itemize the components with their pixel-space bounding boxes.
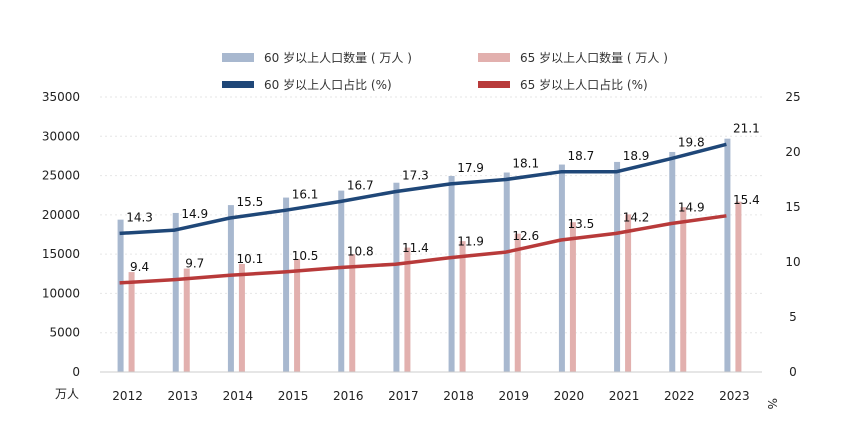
bar: [338, 190, 345, 372]
data-label: 18.7: [568, 149, 595, 163]
legend-label: 65 岁以上人口占比 (%): [520, 77, 648, 92]
x-tick-label: 2013: [167, 389, 198, 403]
legend-label: 65 岁以上人口数量 ( 万人 ): [520, 50, 668, 65]
bar: [735, 201, 742, 372]
x-tick-label: 2018: [443, 389, 474, 403]
bar: [393, 182, 400, 372]
legend-swatch: [478, 53, 510, 62]
legend-label: 60 岁以上人口占比 (%): [264, 77, 392, 92]
bar: [183, 268, 190, 372]
bar: [294, 258, 301, 372]
y-left-tick-label: 20000: [42, 208, 80, 222]
y-right-tick-label: 15: [785, 200, 800, 214]
data-label: 10.5: [292, 249, 319, 263]
data-label: 12.6: [512, 229, 539, 243]
legend-swatch: [478, 81, 510, 88]
x-tick-label: 2022: [664, 389, 695, 403]
y-left-tick-label: 0: [72, 365, 80, 379]
series-line: [119, 142, 727, 236]
data-label: 11.4: [402, 241, 429, 255]
x-tick-label: 2020: [554, 389, 585, 403]
bar: [669, 151, 676, 372]
data-label: 14.3: [126, 210, 153, 224]
y-right-tick-label: 25: [785, 90, 800, 104]
legend-swatch: [222, 53, 254, 62]
bar: [404, 247, 411, 372]
axes: 0 5000 10000 15000 20000 25000 30000 35000 0 5 10 1…: [42, 90, 801, 403]
bar: [680, 207, 687, 372]
data-label: 21.1: [733, 121, 760, 135]
bar: [625, 214, 632, 372]
y-left-tick-label: 5000: [49, 326, 80, 340]
data-label: 9.7: [185, 257, 204, 271]
legend-label: 60 岁以上人口数量 ( 万人 ): [264, 50, 412, 65]
bar: [514, 233, 521, 372]
y-left-tick-label: 10000: [42, 286, 80, 300]
data-label: 15.4: [733, 193, 760, 207]
bar: [569, 222, 576, 372]
bar: [283, 197, 290, 372]
bar: [128, 272, 135, 372]
bar: [558, 164, 565, 372]
data-label: 17.3: [402, 169, 429, 183]
x-tick-label: 2017: [388, 389, 419, 403]
data-label: 10.1: [237, 252, 264, 266]
data-labels: 14.3 14.9 15.5 16.1 16.7 17.3 17.9 18.1 18.7 18.9…: [126, 121, 760, 274]
data-label: 18.9: [623, 149, 650, 163]
bar: [238, 263, 245, 372]
data-label: 19.8: [678, 136, 705, 150]
y-right-tick-label: 10: [785, 255, 800, 269]
data-label: 11.9: [457, 235, 484, 249]
data-label: 16.1: [292, 187, 319, 201]
bar: [227, 205, 234, 372]
bar: [724, 138, 731, 372]
x-tick-label: 2012: [112, 389, 143, 403]
bars: [117, 138, 742, 372]
data-label: 16.7: [347, 179, 374, 193]
y-left-tick-label: 35000: [42, 90, 80, 104]
bar: [459, 241, 466, 372]
data-label: 18.1: [512, 157, 539, 171]
grid-lines: [100, 96, 762, 334]
data-label: 14.2: [623, 210, 650, 224]
y-left-tick-label: 25000: [42, 169, 80, 183]
x-tick-label: 2015: [278, 389, 309, 403]
y-left-tick-label: 30000: [42, 129, 80, 143]
data-label: 15.5: [237, 195, 264, 209]
series-line: [119, 214, 727, 285]
y-left-tick-label: 15000: [42, 247, 80, 261]
data-label: 9.4: [130, 260, 149, 274]
bar: [172, 212, 179, 372]
y-right-tick-label: 20: [785, 145, 800, 159]
legend-swatch: [222, 81, 254, 88]
data-label: 14.9: [678, 201, 705, 215]
y-right-tick-label: 5: [789, 310, 797, 324]
x-tick-label: 2021: [609, 389, 640, 403]
data-label: 13.5: [568, 217, 595, 231]
y-right-unit-label: %: [765, 398, 779, 409]
data-label: 14.9: [181, 207, 208, 221]
x-tick-label: 2019: [498, 389, 529, 403]
y-right-tick-label: 0: [789, 365, 797, 379]
x-tick-label: 2014: [223, 389, 254, 403]
legend: 60 岁以上人口数量 ( 万人 ) 65 岁以上人口数量 ( 万人 ) 60 岁以上…: [222, 50, 668, 92]
x-tick-label: 2016: [333, 389, 364, 403]
x-tick-label: 2023: [719, 389, 750, 403]
bar: [349, 254, 356, 372]
data-label: 17.9: [457, 161, 484, 175]
data-label: 10.8: [347, 245, 374, 259]
lines: [119, 142, 727, 285]
bar: [614, 161, 621, 372]
bar: [448, 175, 455, 372]
y-left-unit-label: 万人: [55, 387, 79, 401]
bar: [117, 219, 124, 372]
bar: [503, 172, 510, 372]
